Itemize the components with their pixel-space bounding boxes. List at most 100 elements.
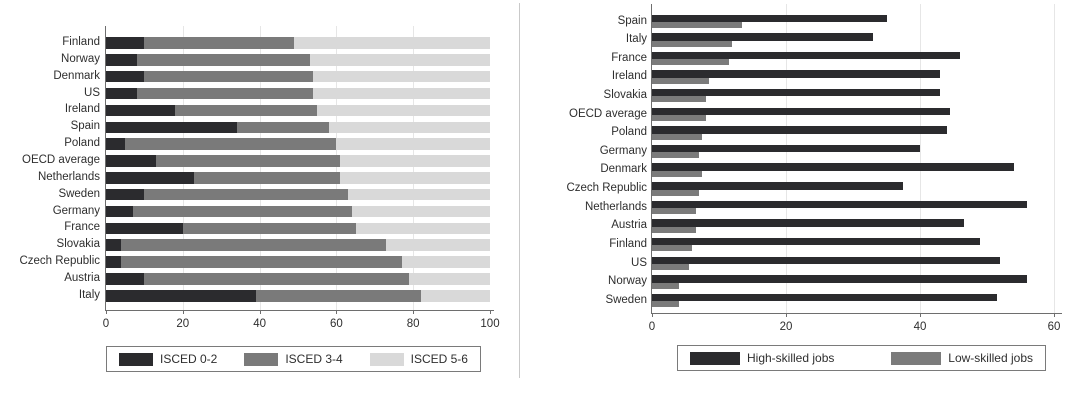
category-label: Sweden [605,293,647,306]
legend-label: High-skilled jobs [747,351,835,365]
bar [652,40,733,47]
legend-swatch [690,351,740,365]
axis-tick [1054,313,1055,317]
bar-segment [106,70,145,83]
bar [652,256,1001,265]
axis-tick [259,310,261,314]
category-label: US [84,86,100,99]
bar [652,301,679,308]
gridline [413,26,415,310]
bar-segment [328,121,490,133]
category-label: Denmark [600,163,647,176]
category-label: Germany [599,144,647,157]
axis-tick [652,313,653,317]
axis-tick-label: 60 [329,318,343,330]
bar [652,182,904,190]
legend-swatch [891,351,942,365]
bar [652,70,941,78]
bar [652,293,998,302]
axis-tick [106,310,107,314]
bar-segment [106,290,256,302]
bar [652,33,874,41]
category-label: Ireland [64,103,100,116]
bar-segment [125,138,337,150]
bar-segment [106,138,126,150]
y-axis-line [651,4,652,313]
bar-segment [155,155,341,167]
legend-swatch [244,352,279,366]
category-label: Norway [61,52,100,65]
bar [652,264,689,271]
bar-segment [317,104,490,117]
bar [652,237,981,246]
category-label: Italy [78,288,100,301]
bar-segment [194,172,341,184]
bar-segment [106,256,122,268]
bar-segment [420,290,490,302]
bar-segment [294,37,490,49]
bar [652,22,743,28]
bar-segment [409,273,490,285]
axis-tick-label: 0 [102,318,110,330]
bar-segment [309,54,490,66]
bar-segment [182,222,356,235]
gridline [786,4,787,313]
bar-segment [340,172,490,184]
bar [652,200,1028,209]
bar [652,96,706,103]
panel-divider [519,3,520,378]
bar-segment [106,222,183,235]
category-label: Spain [70,120,100,133]
bar-segment [106,205,133,218]
gridline [920,4,921,313]
bar [652,245,693,252]
legend-label: ISCED 0-2 [160,352,218,366]
legend-box: High-skilled jobs Low-skilled jobs [677,345,1046,371]
legend-label: Low-skilled jobs [948,351,1033,365]
category-label: Poland [611,126,647,139]
y-axis-line [105,26,106,310]
bar-segment [136,54,310,66]
legend-item: ISCED 0-2 [119,352,217,366]
bar [652,189,699,196]
axis-tick-label: 40 [253,318,266,330]
bar [652,219,964,227]
category-label: Slovakia [603,88,647,101]
bar-segment [175,104,318,117]
bar [652,77,709,84]
bar-segment [106,155,156,167]
gridline [182,26,184,310]
bar-segment [106,273,145,285]
legend-item: ISCED 5-6 [369,352,468,366]
bar-segment [313,70,490,83]
bar [652,208,696,215]
category-label: Italy [625,33,647,46]
category-label: Poland [64,137,100,150]
category-label: OECD average [569,107,647,120]
bar [652,144,920,153]
category-label: France [611,51,647,64]
axis-tick-label: 0 [648,321,656,333]
category-label: Czech Republic [19,255,100,268]
axis-tick [920,313,921,317]
bar [652,163,1014,171]
legend-swatch [369,352,404,366]
category-label: Finland [609,237,647,250]
axis-tick [182,310,184,314]
category-label: Netherlands [37,170,100,183]
legend-item: High-skilled jobs [690,351,834,365]
bar-segment [255,290,421,302]
legend-item: Low-skilled jobs [891,351,1033,365]
category-label: Ireland [611,70,647,83]
category-label: Denmark [53,69,100,82]
bar-segment [106,239,122,251]
axis-tick [336,310,338,314]
category-label: Spain [617,14,647,27]
category-label: Czech Republic [566,182,647,195]
bar-segment [144,70,314,83]
bar-segment [106,172,195,184]
bar-segment [144,273,410,285]
bar-segment [132,205,352,218]
axis-tick-label: 60 [1047,321,1061,333]
category-label: Finland [62,36,100,48]
